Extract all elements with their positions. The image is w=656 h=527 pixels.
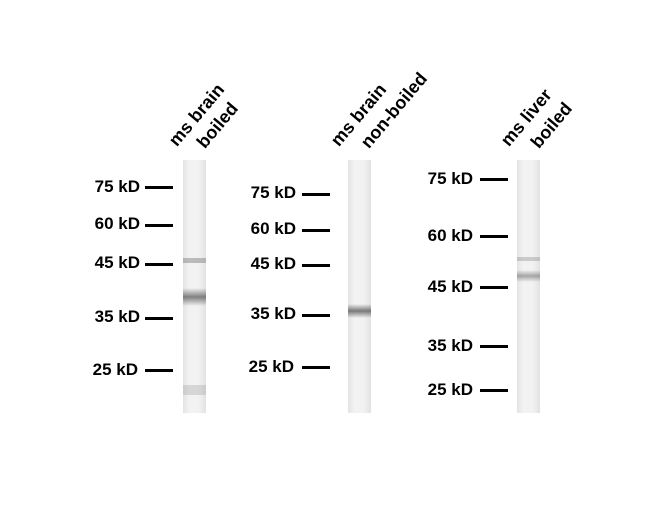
marker-label: 35 kD	[250, 304, 296, 323]
blot-lane	[183, 160, 206, 413]
marker-tick	[480, 235, 508, 238]
marker-tick	[302, 193, 330, 196]
marker-tick	[302, 314, 330, 317]
band	[348, 304, 371, 318]
marker-label: 35 kD	[427, 336, 473, 355]
marker-label: 60 kD	[250, 219, 296, 238]
band	[183, 258, 206, 263]
blot-lane	[348, 160, 371, 413]
marker-label: 75 kD	[94, 177, 140, 196]
marker-tick	[145, 224, 173, 227]
marker-label: 25 kD	[248, 357, 294, 376]
marker-tick	[302, 264, 330, 267]
marker-tick	[480, 389, 508, 392]
marker-tick	[145, 263, 173, 266]
marker-label: 45 kD	[250, 254, 296, 273]
marker-label: 75 kD	[250, 183, 296, 202]
band	[517, 257, 540, 261]
marker-tick	[145, 369, 173, 372]
marker-tick	[480, 286, 508, 289]
marker-label: 75 kD	[427, 169, 473, 188]
marker-tick	[480, 178, 508, 181]
band	[517, 270, 540, 282]
band	[183, 385, 206, 395]
marker-tick	[145, 317, 173, 320]
marker-label: 35 kD	[94, 307, 140, 326]
marker-tick	[302, 366, 330, 369]
marker-label: 25 kD	[92, 360, 138, 379]
marker-label: 45 kD	[94, 253, 140, 272]
marker-tick	[302, 229, 330, 232]
marker-tick	[145, 186, 173, 189]
band	[183, 288, 206, 306]
marker-label: 60 kD	[94, 214, 140, 233]
marker-label: 60 kD	[427, 226, 473, 245]
marker-label: 45 kD	[427, 277, 473, 296]
marker-tick	[480, 345, 508, 348]
marker-label: 25 kD	[427, 380, 473, 399]
blot-lane	[517, 160, 540, 413]
